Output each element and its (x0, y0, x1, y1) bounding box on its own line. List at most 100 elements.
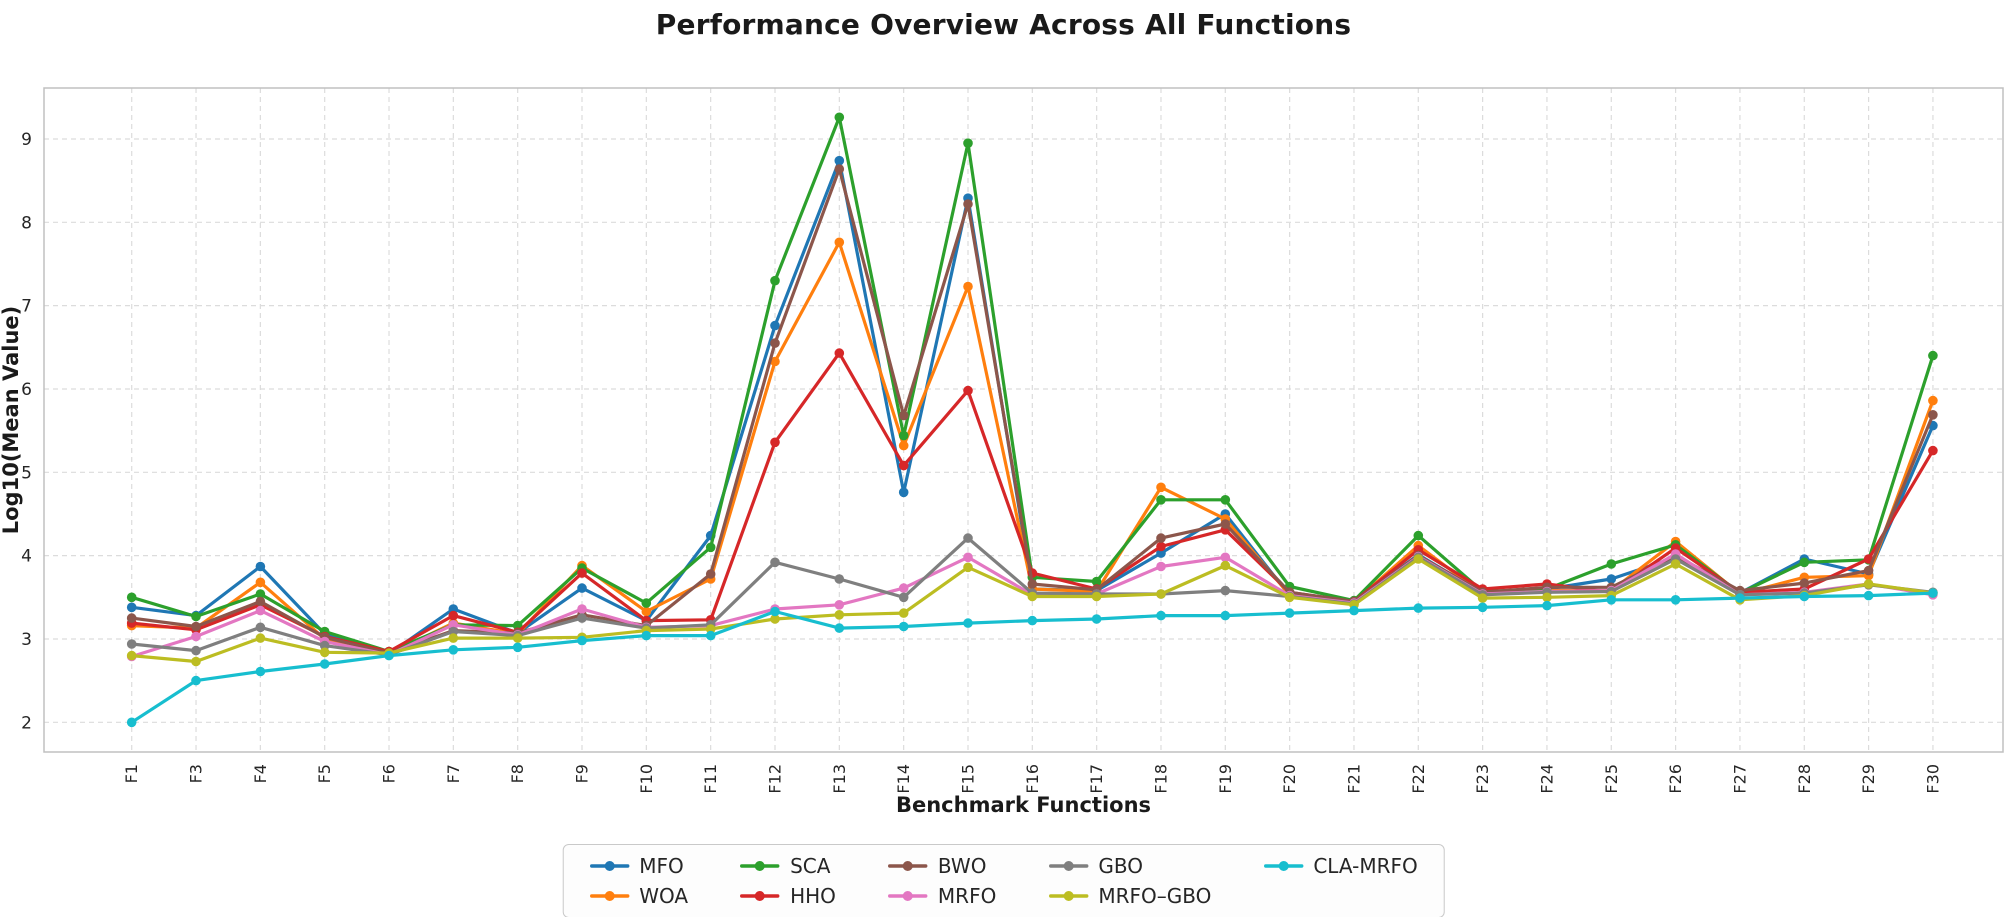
x-tick-label: F20 (1280, 764, 1299, 794)
legend-label: MRFO–GBO (1098, 884, 1212, 908)
data-point-CLA-MRFO-F6 (384, 650, 394, 661)
legend-marker (589, 891, 629, 901)
data-point-SCA-F30 (1928, 350, 1938, 361)
data-point-MFO-F7 (448, 604, 459, 614)
data-point-CLA-MRFO-F4 (255, 666, 266, 677)
data-point-CLA-MRFO-F21 (1349, 605, 1359, 616)
x-tick-label: F28 (1795, 764, 1814, 794)
data-point-MFO-F9 (577, 583, 587, 593)
x-tick-label: F23 (1473, 764, 1492, 794)
x-tick-label: F4 (251, 764, 270, 783)
data-point-CLA-MRFO-F25 (1606, 595, 1617, 605)
x-tick-label: F15 (958, 764, 977, 794)
legend-item-mfo: MFO (589, 854, 688, 878)
data-point-MRFO–GBO-F20 (1284, 592, 1295, 603)
y-tick-label: 8 (21, 213, 32, 233)
data-point-GBO-F14 (898, 592, 909, 603)
data-point-GBO-F3 (191, 645, 201, 656)
data-point-SCA-F12 (770, 275, 780, 286)
data-point-HHO-F9 (577, 568, 587, 578)
data-point-GBO-F15 (963, 533, 973, 543)
data-point-MRFO–GBO-F29 (1863, 579, 1874, 589)
data-point-MFO-F18 (1156, 548, 1166, 558)
x-tick-label: F19 (1216, 764, 1235, 794)
data-point-CLA-MRFO-F7 (448, 645, 459, 655)
data-point-SCA-F17 (1091, 576, 1102, 587)
y-tick-label: 7 (21, 297, 32, 317)
data-point-SCA-F18 (1156, 495, 1166, 505)
data-point-MRFO–GBO-F8 (512, 633, 523, 643)
data-point-WOA-F13 (834, 237, 845, 248)
chart-canvas: F1 F3 F4 F5 F6 F7 F8 F9 F10 F11 F12 F13 F14 F15 F16 F17… (0, 87, 2004, 817)
data-point-CLA-MRFO-F18 (1156, 610, 1166, 621)
data-point-BWO-F13 (834, 164, 845, 174)
legend-marker (589, 861, 629, 871)
data-point-SCA-F14 (898, 430, 909, 441)
data-point-MRFO–GBO-F5 (319, 647, 330, 658)
data-point-SCA-F22 (1413, 530, 1424, 541)
data-point-GBO-F13 (834, 574, 845, 584)
x-tick-label: F27 (1730, 764, 1749, 794)
legend-label: BWO (937, 854, 987, 878)
data-point-BWO-F18 (1156, 533, 1166, 543)
data-point-MRFO–GBO-F16 (1027, 591, 1038, 602)
data-point-SCA-F19 (1220, 495, 1231, 505)
data-point-SCA-F25 (1606, 559, 1617, 569)
x-tick-label: F16 (1023, 764, 1042, 794)
data-point-CLA-MRFO-F30 (1928, 588, 1938, 598)
y-tick-label: 9 (21, 130, 32, 150)
legend-item-hho: HHO (740, 884, 836, 908)
legend-item-gbo: GBO (1048, 854, 1211, 878)
data-point-GBO-F12 (770, 557, 780, 568)
x-tick-label: F6 (380, 764, 399, 783)
data-point-GBO-F4 (255, 622, 266, 633)
data-point-MRFO–GBO-F4 (255, 633, 266, 643)
data-point-CLA-MRFO-F12 (770, 606, 780, 617)
x-tick-label: F5 (315, 764, 334, 783)
data-point-CLA-MRFO-F5 (319, 659, 330, 669)
legend-marker (1263, 861, 1304, 871)
data-point-GBO-F7 (448, 626, 459, 637)
data-point-CLA-MRFO-F23 (1477, 602, 1488, 613)
data-point-BWO-F30 (1928, 410, 1938, 420)
data-point-MRFO–GBO-F22 (1413, 554, 1424, 564)
data-point-MRFO–GBO-F14 (898, 608, 909, 618)
legend-label: GBO (1098, 854, 1143, 878)
data-point-BWO-F4 (255, 596, 266, 607)
x-tick-label: F21 (1344, 764, 1363, 794)
legend-marker (740, 861, 780, 871)
x-tick-label: F25 (1602, 764, 1621, 794)
data-point-MRFO–GBO-F12 (770, 614, 780, 624)
x-tick-label: F22 (1409, 764, 1428, 794)
data-point-CLA-MRFO-F14 (898, 621, 909, 632)
data-point-MRFO–GBO-F11 (705, 624, 716, 634)
legend-label: SCA (790, 854, 831, 878)
data-point-BWO-F3 (191, 621, 201, 632)
data-point-MRFO–GBO-F19 (1220, 560, 1231, 571)
x-tick-label: F10 (637, 764, 656, 794)
data-point-WOA-F30 (1928, 395, 1938, 406)
data-point-CLA-MRFO-F16 (1027, 615, 1038, 626)
data-point-SCA-F1 (126, 592, 137, 603)
x-tick-label: F1 (122, 764, 141, 783)
x-axis-label: Benchmark Functions (896, 793, 1151, 817)
legend-label: MRFO (937, 884, 997, 908)
data-point-SCA-F13 (834, 112, 845, 123)
data-point-SCA-F28 (1799, 557, 1810, 568)
x-tick-label: F30 (1923, 764, 1942, 794)
x-tick-label: F14 (894, 764, 913, 794)
data-point-GBO-F9 (577, 613, 587, 623)
data-point-MRFO–GBO-F15 (963, 562, 973, 573)
data-point-CLA-MRFO-F10 (641, 630, 652, 641)
data-point-WOA-F12 (770, 356, 780, 367)
x-tick-label: F17 (1087, 764, 1106, 794)
data-point-CLA-MRFO-F19 (1220, 610, 1231, 621)
plot-frame (43, 87, 2004, 753)
data-point-CLA-MRFO-F27 (1735, 593, 1745, 603)
legend-marker (888, 891, 928, 901)
x-tick-label: F18 (1151, 764, 1170, 794)
data-point-GBO-F1 (126, 639, 137, 649)
data-point-BWO-F29 (1863, 565, 1874, 576)
data-point-CLA-MRFO-F20 (1284, 608, 1295, 618)
